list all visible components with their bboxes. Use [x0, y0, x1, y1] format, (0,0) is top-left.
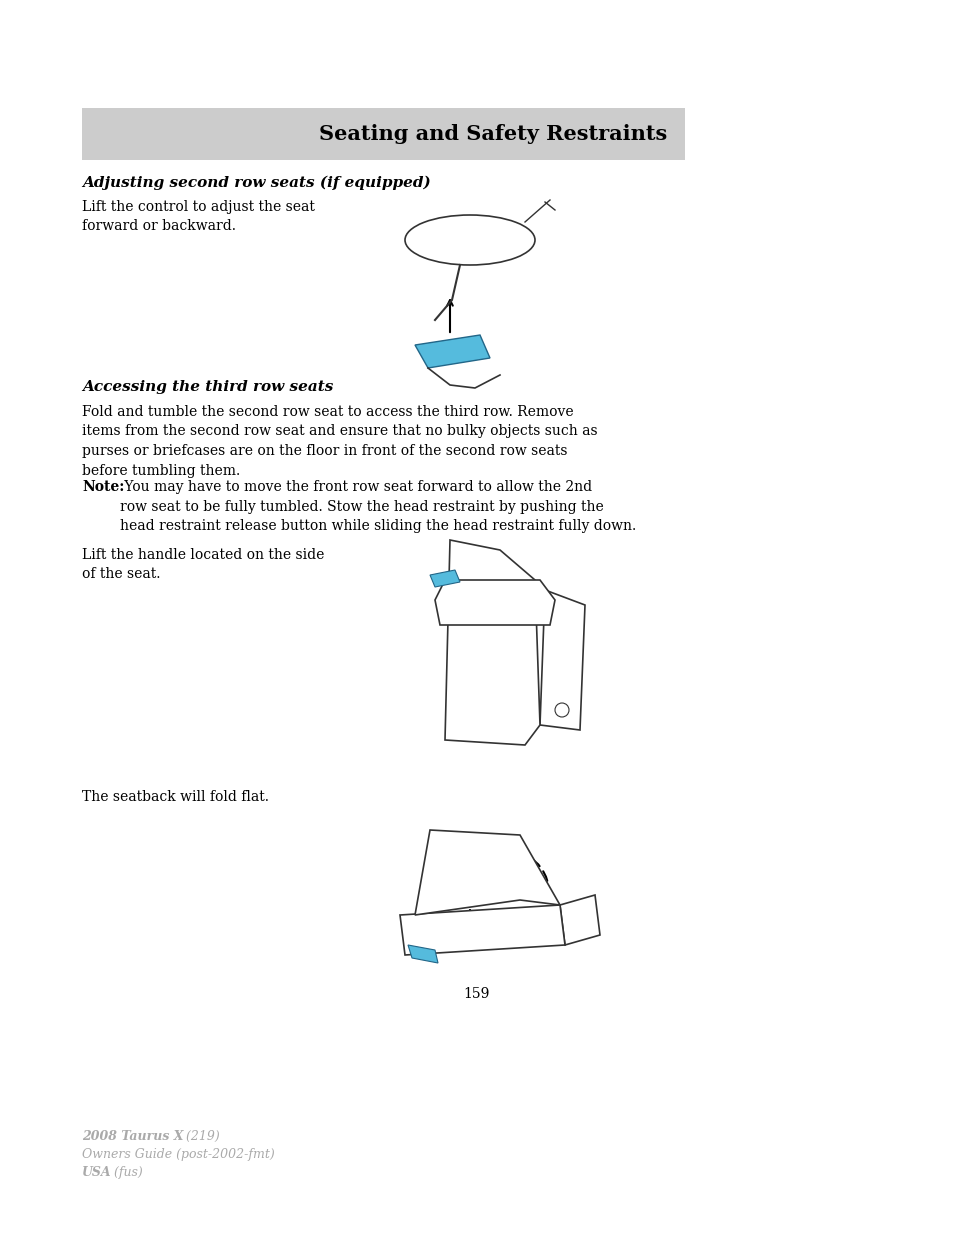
- Bar: [82, 107, 684, 161]
- Text: Seating and Safety Restraints: Seating and Safety Restraints: [318, 124, 666, 144]
- Text: Lift the handle located on the side
of the seat.: Lift the handle located on the side of t…: [82, 548, 324, 582]
- Polygon shape: [399, 905, 564, 955]
- Polygon shape: [430, 571, 459, 587]
- Polygon shape: [444, 540, 539, 745]
- Polygon shape: [415, 335, 490, 368]
- Polygon shape: [559, 895, 599, 945]
- Text: USA: USA: [82, 1166, 112, 1179]
- Text: The seatback will fold flat.: The seatback will fold flat.: [82, 790, 269, 804]
- Ellipse shape: [405, 215, 535, 266]
- Text: Lift the control to adjust the seat
forward or backward.: Lift the control to adjust the seat forw…: [82, 200, 314, 233]
- Polygon shape: [408, 945, 437, 963]
- Text: 2008 Taurus X: 2008 Taurus X: [82, 1130, 183, 1144]
- Text: Owners Guide (post-2002-fmt): Owners Guide (post-2002-fmt): [82, 1149, 274, 1161]
- Polygon shape: [415, 830, 559, 915]
- Text: Fold and tumble the second row seat to access the third row. Remove
items from t: Fold and tumble the second row seat to a…: [82, 405, 597, 478]
- Text: (219): (219): [182, 1130, 219, 1144]
- Polygon shape: [539, 590, 584, 730]
- Text: You may have to move the front row seat forward to allow the 2nd
row seat to be : You may have to move the front row seat …: [120, 480, 636, 534]
- Text: Accessing the third row seats: Accessing the third row seats: [82, 380, 333, 394]
- Text: (fus): (fus): [110, 1166, 143, 1179]
- Text: 159: 159: [463, 987, 490, 1002]
- Text: Note:: Note:: [82, 480, 124, 494]
- Polygon shape: [435, 580, 555, 625]
- Text: Adjusting second row seats (if equipped): Adjusting second row seats (if equipped): [82, 177, 431, 190]
- Circle shape: [555, 703, 568, 718]
